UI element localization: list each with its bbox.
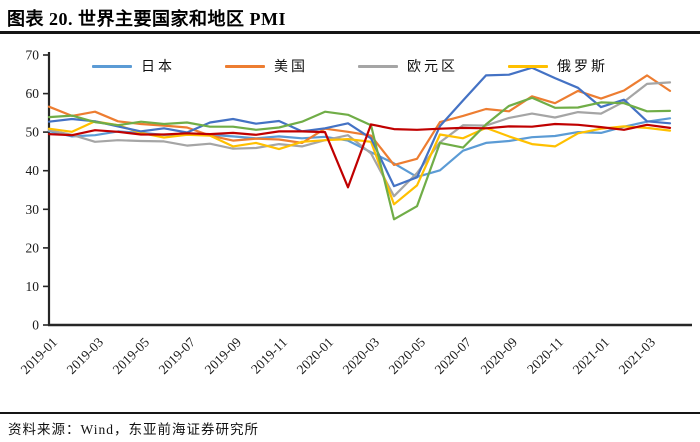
legend-item-japan: 日本 xyxy=(92,56,175,76)
eurozone-line-swatch xyxy=(358,64,398,68)
title-divider xyxy=(0,31,700,34)
svg-text:2020-11: 2020-11 xyxy=(524,335,566,377)
japan-line-swatch xyxy=(92,64,132,68)
svg-text:2019-07: 2019-07 xyxy=(156,334,199,377)
legend-label: 俄罗斯 xyxy=(557,60,608,75)
svg-text:2020-05: 2020-05 xyxy=(386,334,429,377)
svg-text:50: 50 xyxy=(26,125,40,140)
svg-text:20: 20 xyxy=(26,240,40,255)
svg-text:2019-09: 2019-09 xyxy=(202,334,245,377)
svg-text:2019-03: 2019-03 xyxy=(64,334,107,377)
svg-text:60: 60 xyxy=(26,86,40,101)
svg-text:70: 70 xyxy=(26,48,40,63)
footer-divider xyxy=(0,412,700,414)
usa-line-swatch xyxy=(225,64,265,68)
svg-text:2020-01: 2020-01 xyxy=(294,335,336,377)
figure-title: 图表 20. 世界主要国家和地区 PMI xyxy=(7,9,286,29)
svg-text:2019-11: 2019-11 xyxy=(248,335,290,377)
russia-line-swatch xyxy=(508,64,548,68)
svg-text:2020-09: 2020-09 xyxy=(478,334,521,377)
svg-text:30: 30 xyxy=(26,202,40,217)
svg-text:40: 40 xyxy=(26,163,40,178)
legend-item-usa: 美国 xyxy=(225,56,308,76)
source-note: 资料来源：Wind，东亚前海证券研究所 xyxy=(8,422,259,437)
chart-legend: 日本 美国 欧元区 俄罗斯 xyxy=(0,56,700,76)
legend-label: 美国 xyxy=(274,60,308,75)
svg-text:2019-01: 2019-01 xyxy=(18,335,60,377)
legend-label: 欧元区 xyxy=(407,60,458,75)
svg-text:2021-03: 2021-03 xyxy=(616,334,659,377)
svg-text:2019-05: 2019-05 xyxy=(110,334,153,377)
svg-text:2020-03: 2020-03 xyxy=(340,334,383,377)
legend-label: 日本 xyxy=(141,60,175,75)
legend-item-russia: 俄罗斯 xyxy=(508,56,608,76)
svg-text:10: 10 xyxy=(26,279,40,294)
legend-item-eurozone: 欧元区 xyxy=(358,56,458,76)
svg-text:2021-01: 2021-01 xyxy=(570,335,612,377)
svg-text:0: 0 xyxy=(32,318,39,333)
svg-text:2020-07: 2020-07 xyxy=(432,334,475,377)
